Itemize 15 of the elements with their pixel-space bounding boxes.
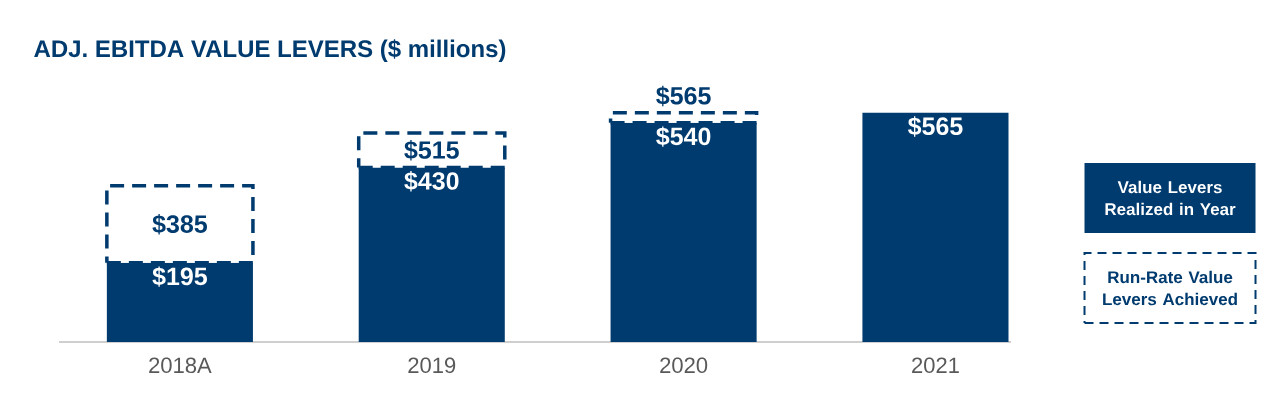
x-tick-label: 2018A: [149, 357, 212, 374]
total-label: $565: [656, 85, 711, 107]
data-label: $565: [907, 116, 963, 137]
text: Run-Rate Value Levers Achieved: [1103, 270, 1237, 306]
data-label: $195: [152, 266, 207, 287]
data-label: $430: [404, 171, 459, 192]
x-tick-label: 2020: [660, 357, 708, 374]
data-label: $540: [656, 126, 711, 147]
bar: [862, 112, 1009, 342]
text: Value Levers Realized in Year: [1105, 180, 1236, 216]
total-label: $385: [152, 214, 207, 235]
chart-title: ADJ. EBITDA VALUE LEVERS ($ millions): [34, 39, 506, 62]
x-tick-label: 2019: [408, 357, 456, 374]
x-tick-label: 2021: [912, 357, 959, 374]
total-label: $515: [404, 140, 459, 161]
